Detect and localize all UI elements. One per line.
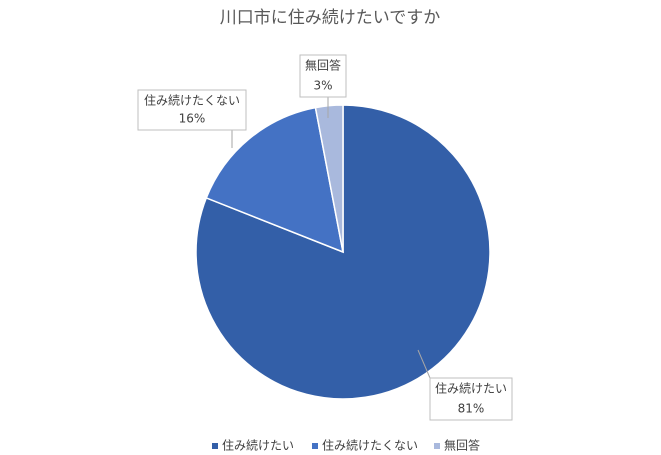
legend-label: 住み続けたくない <box>322 439 418 453</box>
callout-leader <box>417 349 431 379</box>
data-label-name: 住み続けたい <box>435 382 507 396</box>
callout-box <box>299 54 347 98</box>
pie-slice <box>314 104 344 253</box>
legend-swatch <box>434 443 440 449</box>
pie-slice <box>205 106 344 254</box>
data-label-name: 無回答 <box>305 58 341 73</box>
legend-swatch <box>212 443 218 449</box>
callout-box <box>429 377 513 421</box>
legend-label: 住み続けたい <box>222 439 294 453</box>
data-label-name: 住み続けたくない <box>144 94 240 108</box>
legend-label: 無回答 <box>444 438 480 453</box>
data-label: 3% <box>313 79 332 93</box>
legend-swatch <box>312 443 318 449</box>
chart-title: 川口市に住み続けたいですか <box>220 8 441 28</box>
data-label: 16% <box>179 112 206 126</box>
data-label: 81% <box>458 402 485 416</box>
callout-box <box>137 89 247 131</box>
